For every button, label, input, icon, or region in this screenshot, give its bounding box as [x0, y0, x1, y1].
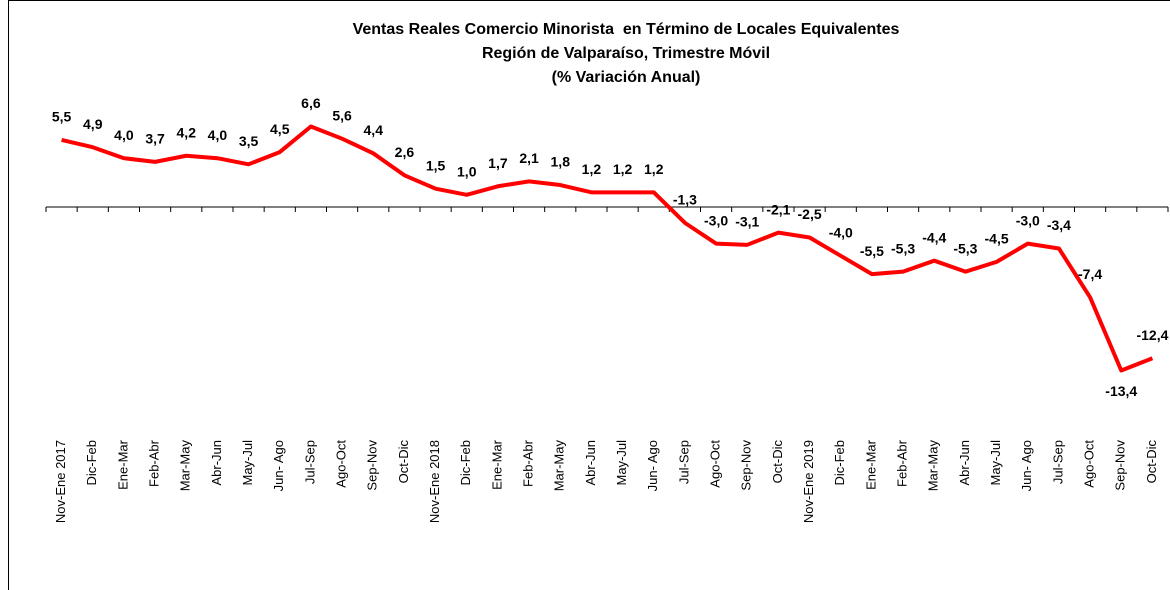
data-label: -2,5	[798, 206, 822, 222]
data-label: 1,7	[488, 155, 508, 171]
data-label: -2,1	[766, 201, 790, 217]
data-label: 1,2	[613, 161, 633, 177]
x-tick-label: Nov-Ene 2019	[801, 440, 816, 523]
data-label: -7,4	[1078, 266, 1102, 282]
data-label: 1,5	[426, 157, 446, 173]
data-label: 4,0	[208, 127, 228, 143]
x-tick-label: Dic-Feb	[458, 440, 473, 486]
data-label: -5,3	[953, 240, 977, 256]
x-tick-label: Mar-May	[178, 440, 193, 492]
data-label: 6,6	[301, 95, 321, 111]
x-tick-label: Feb-Abr	[521, 439, 536, 487]
x-tick-label: Abr-Jun	[583, 440, 598, 486]
x-tick-label: Mar-May	[552, 440, 567, 492]
x-tick-label: Sep-Nov	[1113, 440, 1128, 491]
data-label: 2,1	[519, 150, 539, 166]
x-tick-label: Jun- Ago	[645, 440, 660, 491]
x-tick-label: Dic-Feb	[84, 440, 99, 486]
data-label: -3,1	[735, 214, 759, 230]
x-tick-label: May-Jul	[988, 440, 1003, 486]
data-label: 1,8	[551, 154, 571, 170]
x-tick-label: Ene-Mar	[489, 439, 504, 490]
data-label: 1,0	[457, 164, 477, 180]
x-tick-label: Nov-Ene 2017	[53, 440, 68, 523]
x-tick-label: Ago-Oct	[1082, 440, 1097, 488]
x-tick-label: Jul-Sep	[302, 440, 317, 484]
x-tick-label: May-Jul	[614, 440, 629, 486]
data-label: 4,2	[177, 124, 197, 140]
data-label: 4,4	[364, 122, 384, 138]
data-label: 1,2	[582, 161, 602, 177]
x-tick-label: Feb-Abr	[147, 439, 162, 487]
data-label: 3,5	[239, 133, 259, 149]
x-tick-label: Ene-Mar	[863, 439, 878, 490]
data-label: -1,3	[673, 192, 697, 208]
chart-title: Región de Valparaíso, Trimestre Móvil	[482, 45, 770, 62]
data-label: -3,4	[1047, 217, 1071, 233]
x-tick-label: Mar-May	[926, 440, 941, 492]
line	[61, 124, 1154, 373]
x-tick-label: Sep-Nov	[365, 440, 380, 491]
data-label: 4,5	[270, 121, 290, 137]
x-tick-label: Nov-Ene 2018	[427, 440, 442, 523]
x-tick-label: Abr-Jun	[209, 440, 224, 486]
x-tick-label: Oct-Dic	[1144, 440, 1159, 484]
x-tick-label: Oct-Dic	[396, 440, 411, 484]
data-label: -3,0	[704, 212, 728, 228]
x-tick-label: Sep-Nov	[739, 440, 754, 491]
data-label: 5,6	[332, 107, 352, 123]
x-tick-label: Oct-Dic	[770, 440, 785, 484]
data-label: -4,5	[985, 231, 1009, 247]
x-tick-label: Ago-Oct	[708, 440, 723, 488]
data-label: 4,9	[83, 116, 103, 132]
x-tick-label: Jun- Ago	[1019, 440, 1034, 491]
chart-title: (% Variación Anual)	[552, 69, 701, 86]
data-label: -5,3	[891, 240, 915, 256]
data-label: -5,5	[860, 243, 884, 259]
x-tick-label: Ago-Oct	[334, 440, 349, 488]
data-label: 3,7	[145, 131, 165, 147]
data-label: 5,5	[52, 109, 72, 125]
data-label: -12,4	[1136, 327, 1168, 343]
x-tick-label: Jun- Ago	[271, 440, 286, 491]
data-label: -4,0	[829, 225, 853, 241]
x-tick-label: Jul-Sep	[676, 440, 691, 484]
x-tick-label: Abr-Jun	[957, 440, 972, 486]
x-tick-label: Jul-Sep	[1050, 440, 1065, 484]
data-label: -13,4	[1105, 383, 1137, 399]
data-label: 4,0	[114, 127, 134, 143]
data-label: -4,4	[922, 229, 946, 245]
x-tick-label: Feb-Abr	[895, 439, 910, 487]
x-tick-label: Ene-Mar	[115, 439, 130, 490]
data-label: 1,2	[644, 161, 664, 177]
x-tick-label: May-Jul	[240, 440, 255, 486]
data-label: 2,6	[395, 144, 415, 160]
chart-title: Ventas Reales Comercio Minorista en Térm…	[353, 21, 900, 38]
data-label: -3,0	[1016, 212, 1040, 228]
x-tick-label: Dic-Feb	[832, 440, 847, 486]
